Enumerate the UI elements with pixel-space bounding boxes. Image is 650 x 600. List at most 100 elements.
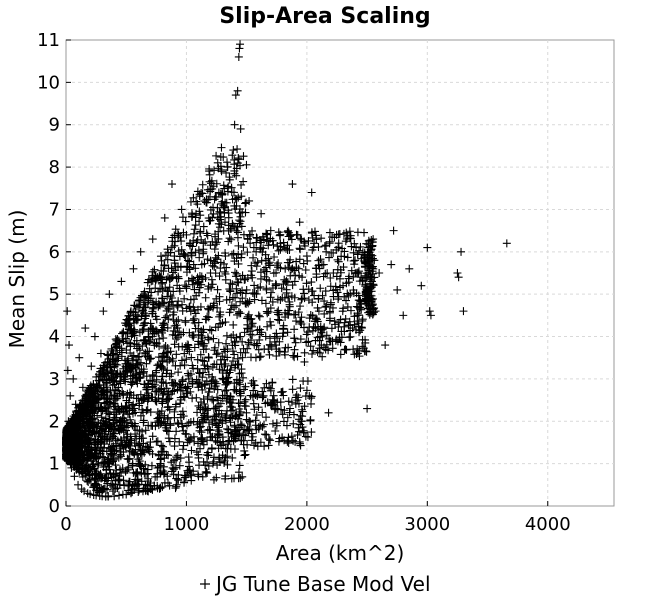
data-point xyxy=(260,345,269,354)
data-point xyxy=(138,395,147,404)
data-point xyxy=(261,332,270,341)
y-tick-label: 8 xyxy=(49,157,60,178)
data-point xyxy=(320,309,329,318)
y-tick-label: 11 xyxy=(37,30,60,51)
data-point xyxy=(329,248,338,257)
data-point xyxy=(80,409,89,418)
data-point xyxy=(193,355,202,364)
y-tick-label: 4 xyxy=(49,327,60,348)
data-point xyxy=(236,380,245,389)
data-point xyxy=(164,402,173,411)
data-point xyxy=(145,284,154,293)
data-point xyxy=(292,263,301,272)
data-point xyxy=(234,468,243,477)
data-point xyxy=(340,292,349,301)
data-point xyxy=(296,302,305,311)
data-point xyxy=(345,227,354,236)
data-point xyxy=(342,296,351,305)
data-point xyxy=(265,350,274,359)
data-point xyxy=(243,344,252,353)
data-point xyxy=(212,411,221,420)
data-point xyxy=(313,333,322,342)
data-point xyxy=(222,198,231,207)
data-point xyxy=(229,320,238,329)
data-point xyxy=(292,317,301,326)
data-point xyxy=(243,235,252,244)
data-point xyxy=(147,324,156,333)
data-point xyxy=(180,393,189,402)
data-point xyxy=(252,233,261,242)
data-point xyxy=(212,294,221,303)
data-point xyxy=(158,278,167,287)
data-point xyxy=(198,180,207,189)
data-point xyxy=(204,282,213,291)
data-point xyxy=(214,234,223,243)
data-point xyxy=(172,427,181,436)
data-point xyxy=(144,389,153,398)
data-point xyxy=(230,169,239,178)
data-point xyxy=(143,481,152,490)
data-point xyxy=(163,395,172,404)
data-point xyxy=(308,298,317,307)
data-point xyxy=(202,229,211,238)
data-point xyxy=(239,177,248,186)
data-point xyxy=(306,416,315,425)
data-point xyxy=(163,414,172,423)
data-point xyxy=(216,212,225,221)
data-point xyxy=(184,435,193,444)
data-point xyxy=(325,228,334,237)
data-point xyxy=(198,472,207,481)
data-point xyxy=(148,309,157,318)
legend-label: JG Tune Base Mod Vel xyxy=(214,572,431,596)
data-point xyxy=(307,188,316,197)
data-point xyxy=(262,413,271,422)
data-point xyxy=(146,325,155,334)
data-point xyxy=(125,477,134,486)
data-point xyxy=(215,365,224,374)
data-point xyxy=(144,421,153,430)
data-point xyxy=(157,294,166,303)
data-point xyxy=(235,332,244,341)
data-point xyxy=(286,271,295,280)
data-point xyxy=(213,429,222,438)
data-point xyxy=(223,424,232,433)
data-point xyxy=(198,405,207,414)
data-point xyxy=(209,404,218,413)
data-point xyxy=(195,461,204,470)
data-point xyxy=(287,265,296,274)
data-point xyxy=(274,263,283,272)
data-point xyxy=(172,317,181,326)
data-point xyxy=(63,423,72,432)
data-point xyxy=(236,391,245,400)
data-point xyxy=(308,350,317,359)
data-point xyxy=(209,376,218,385)
data-point xyxy=(185,302,194,311)
data-point xyxy=(399,311,408,320)
data-point xyxy=(234,250,243,259)
data-point xyxy=(145,443,154,452)
data-point xyxy=(74,424,83,433)
data-point xyxy=(219,203,228,212)
data-point xyxy=(146,354,155,363)
data-point xyxy=(274,246,283,255)
data-point xyxy=(125,446,134,455)
data-point xyxy=(150,265,159,274)
data-point xyxy=(260,430,269,439)
data-point xyxy=(302,338,311,347)
data-point xyxy=(185,347,194,356)
data-point xyxy=(334,257,343,266)
data-point xyxy=(121,442,130,451)
data-point xyxy=(102,375,111,384)
data-point xyxy=(224,221,233,230)
data-point xyxy=(234,360,243,369)
data-point xyxy=(171,484,180,493)
data-point xyxy=(146,408,155,417)
data-point xyxy=(188,377,197,386)
data-point xyxy=(159,462,168,471)
data-point xyxy=(159,365,168,374)
data-point xyxy=(219,226,228,235)
data-point xyxy=(180,281,189,290)
data-point xyxy=(97,413,106,422)
data-point xyxy=(131,430,140,439)
data-point xyxy=(176,399,185,408)
